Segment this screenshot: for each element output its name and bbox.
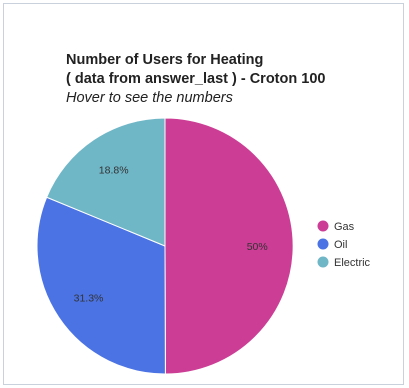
legend-label-electric[interactable]: Electric (334, 257, 371, 269)
pie-slices[interactable] (36, 117, 294, 375)
legend-label-oil[interactable]: Oil (334, 239, 347, 251)
chart-title-line-1: Number of Users for Heating (66, 52, 264, 68)
chart-title-block: Number of Users for Heating ( data from … (66, 51, 325, 108)
pie-slice-labels: 50% 31.3% 18.8% (74, 164, 268, 304)
slice-label-gas: 50% (247, 241, 268, 253)
pie-slice-gas[interactable] (164, 117, 294, 375)
legend-label-gas[interactable]: Gas (334, 221, 355, 233)
chart-title-line-2: ( data from answer_last ) - Croton 100 (66, 71, 326, 87)
legend-swatch-gas[interactable] (317, 220, 329, 232)
legend-swatch-electric[interactable] (317, 256, 329, 268)
slice-label-oil: 31.3% (74, 292, 104, 304)
pie-slice-oil[interactable] (36, 196, 166, 375)
legend[interactable]: Gas Oil Electric (317, 220, 371, 270)
legend-swatch-oil[interactable] (317, 238, 329, 250)
pie-slice-electric[interactable] (45, 117, 166, 247)
slice-label-electric: 18.8% (99, 164, 129, 176)
chart-subtitle: Hover to see the numbers (66, 90, 233, 106)
